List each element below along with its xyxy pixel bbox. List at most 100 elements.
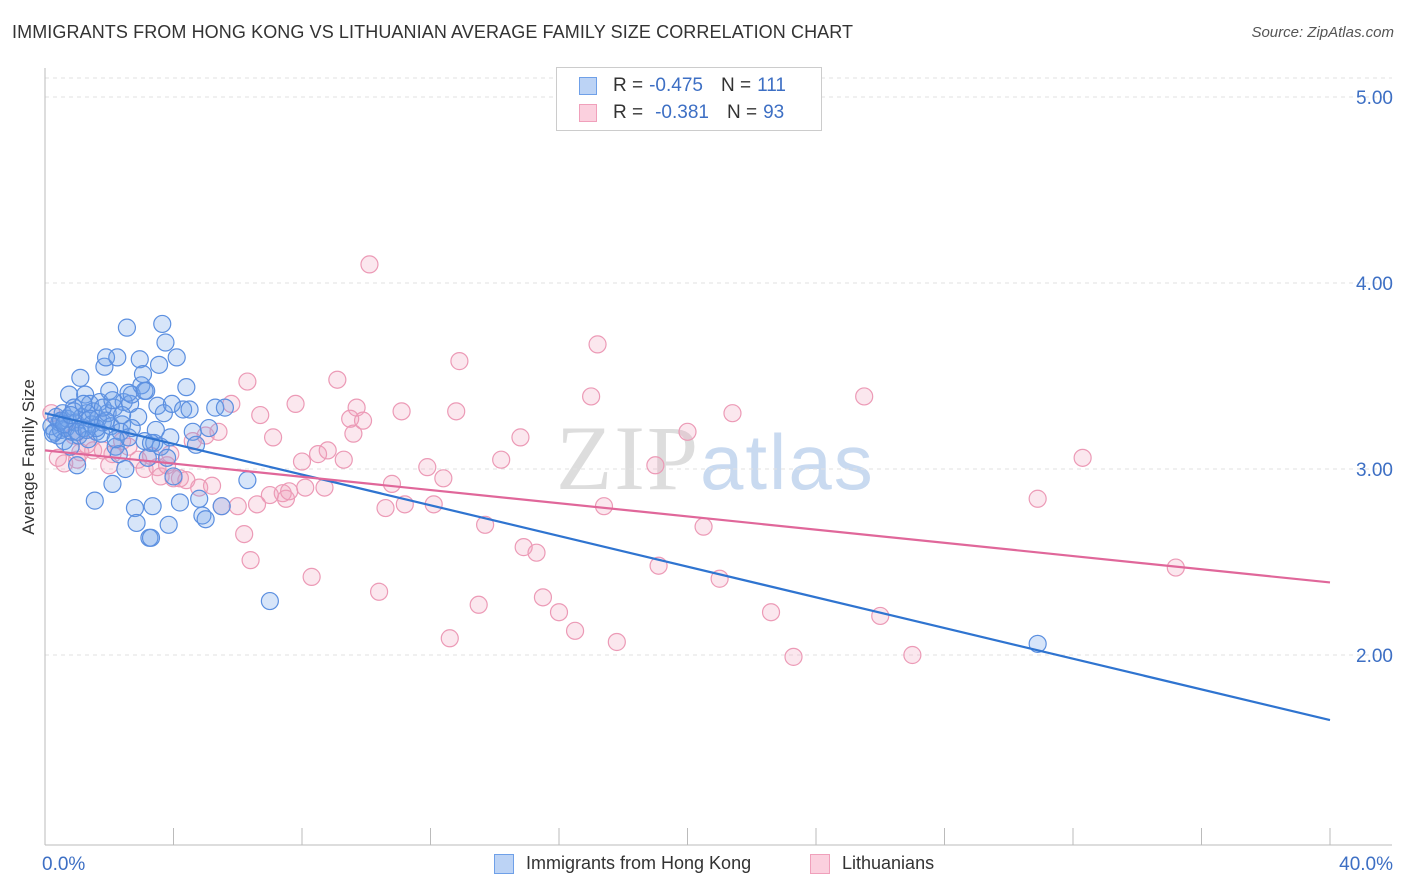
point-hong-kong [180,400,199,419]
point-hong-kong [143,497,162,516]
point-lithuanians [469,595,488,614]
point-hong-kong [127,513,146,533]
point-lithuanians [476,515,495,534]
point-lithuanians [511,428,530,447]
point-hong-kong [133,365,153,384]
point-hong-kong [149,355,169,374]
bottom-legend-hong-kong: Immigrants from Hong Kong [494,853,751,874]
point-hong-kong [77,420,96,440]
legend-swatch-pink [810,853,830,874]
point-lithuanians [527,543,546,562]
watermark: ZIPatlas [556,405,875,511]
point-hong-kong [85,491,104,510]
point-lithuanians [646,456,665,475]
x-tick-label-min: 0.0% [42,854,85,875]
point-lithuanians [334,450,353,469]
point-lithuanians [418,458,437,477]
point-lithuanians [292,452,312,471]
point-lithuanians [344,424,363,443]
legend-n-label: N = [720,75,752,96]
point-lithuanians [678,422,697,441]
point-hong-kong [190,489,209,508]
point-lithuanians [328,370,347,389]
point-lithuanians [871,606,890,626]
legend-row-lithuanians: R = -0.381 N = 93 [579,100,784,126]
point-lithuanians [450,352,469,371]
point-lithuanians [565,621,585,640]
point-hong-kong [125,498,145,518]
chart-title: IMMIGRANTS FROM HONG KONG VS LITHUANIAN … [12,22,854,42]
point-lithuanians [1073,448,1092,467]
point-lithuanians [263,428,283,447]
legend-swatch-pink [579,104,597,122]
correlation-legend: R = -0.475 N = 111 R = -0.381 N = 93 [556,67,822,131]
point-hong-kong [103,474,122,493]
point-hong-kong [71,368,90,387]
point-hong-kong [93,398,112,417]
legend-label-lithuanians: Lithuanians [842,853,935,873]
point-lithuanians [549,603,569,622]
point-hong-kong [167,348,186,367]
point-lithuanians [376,498,395,518]
point-lithuanians [228,497,247,516]
point-hong-kong [116,459,135,479]
point-lithuanians [533,588,553,607]
point-hong-kong [117,318,137,337]
point-lithuanians [241,551,260,570]
point-lithuanians [694,517,713,536]
point-hong-kong [129,407,148,427]
source-label: Source: ZipAtlas.com [1251,24,1394,41]
point-lithuanians [784,647,803,666]
point-hong-kong [76,385,95,404]
point-lithuanians [582,387,601,406]
point-hong-kong [108,348,127,367]
point-hong-kong [153,314,172,334]
point-lithuanians [447,402,466,421]
point-hong-kong [119,383,138,402]
point-lithuanians [238,372,257,391]
point-lithuanians [235,524,254,544]
point-hong-kong [260,591,279,611]
point-lithuanians [202,476,222,495]
bottom-legend-lithuanians: Lithuanians [810,853,934,874]
point-hong-kong [174,400,193,419]
legend-r-value: -0.475 [649,75,703,96]
legend-swatch-blue [579,77,597,95]
point-lithuanians [855,387,874,406]
point-lithuanians [370,582,389,601]
point-hong-kong [162,394,181,413]
point-hong-kong [141,528,161,547]
point-hong-kong [103,391,122,410]
point-lithuanians [360,255,379,274]
legend-r-label: R = [613,102,644,123]
point-lithuanians [392,402,411,421]
point-hong-kong [156,333,175,352]
point-hong-kong [196,510,215,529]
axes [44,68,1392,846]
point-lithuanians [382,474,402,493]
point-lithuanians [280,482,299,501]
trend-line-lithuanians [44,449,1331,584]
point-lithuanians [1028,489,1047,508]
legend-n-label: N = [726,102,758,123]
point-hong-kong [215,398,234,417]
point-lithuanians [209,422,228,441]
point-lithuanians [251,405,270,425]
watermark-zip: ZIP [556,407,700,509]
point-lithuanians [434,469,453,488]
point-hong-kong [199,418,218,438]
legend-row-hong-kong: R = -0.475 N = 111 [579,73,786,99]
point-hong-kong [106,430,125,449]
point-hong-kong [112,405,132,425]
y-tick-label: 5.00 [1356,88,1393,109]
point-hong-kong [1028,634,1047,653]
y-tick-label: 2.00 [1356,646,1393,667]
legend-swatch-blue [494,853,514,874]
point-lithuanians [492,450,511,469]
y-tick-label: 3.00 [1356,460,1393,481]
point-hong-kong [148,396,167,415]
point-lithuanians [761,603,781,622]
point-lithuanians [308,445,328,464]
legend-label-hong-kong: Immigrants from Hong Kong [526,853,752,873]
